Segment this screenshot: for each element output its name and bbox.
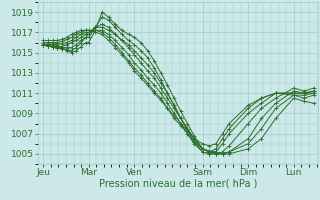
X-axis label: Pression niveau de la mer( hPa ): Pression niveau de la mer( hPa ): [99, 179, 258, 189]
